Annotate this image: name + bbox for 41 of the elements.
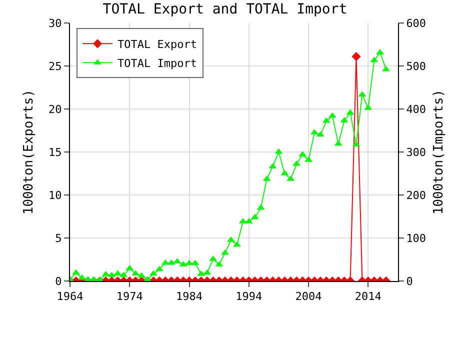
x-tick-label: 1994 [236,290,263,304]
y2-tick-label: 500 [406,60,426,73]
chart-title: TOTAL Export and TOTAL Import [102,1,348,18]
x-tick-label: 1974 [116,290,144,304]
y-tick-label: 15 [48,146,62,159]
point [328,112,336,118]
y2-tick-label: 600 [406,16,426,30]
x-tick-label: 2004 [295,290,322,304]
point [250,214,259,220]
point [358,91,366,97]
y-tick-label: 5 [55,232,62,245]
point [256,204,265,210]
y-tick-label: 20 [48,102,62,116]
y2-tick-label: 200 [406,188,426,202]
y-axis-title: 1000ton(Exports) [22,89,36,215]
point [155,266,164,272]
y2-tick-label: 100 [406,232,426,245]
legend-label: TOTAL Export [118,38,198,51]
point [191,260,200,266]
point [203,269,212,275]
point [334,140,342,146]
x-tick-label: 2014 [354,290,382,304]
y-tick-label: 30 [48,16,62,30]
y2-axis-title: 1000ton(Imports) [432,89,447,215]
x-tick-label: 1984 [176,290,203,304]
point [370,56,378,62]
y-tick-label: 0 [55,274,62,288]
point [120,272,128,278]
point [346,109,354,115]
y2-tick-label: 0 [406,274,413,288]
y2-tick-label: 400 [406,102,426,116]
legend-label: TOTAL Import [118,56,198,70]
point [138,272,146,278]
x-tick-label: 1964 [56,290,84,304]
y-tick-label: 10 [48,188,62,202]
point [382,66,390,72]
point [167,259,176,265]
y-tick-label: 25 [48,60,62,73]
point [72,269,80,275]
y2-tick-label: 300 [406,146,426,159]
point [108,272,116,278]
